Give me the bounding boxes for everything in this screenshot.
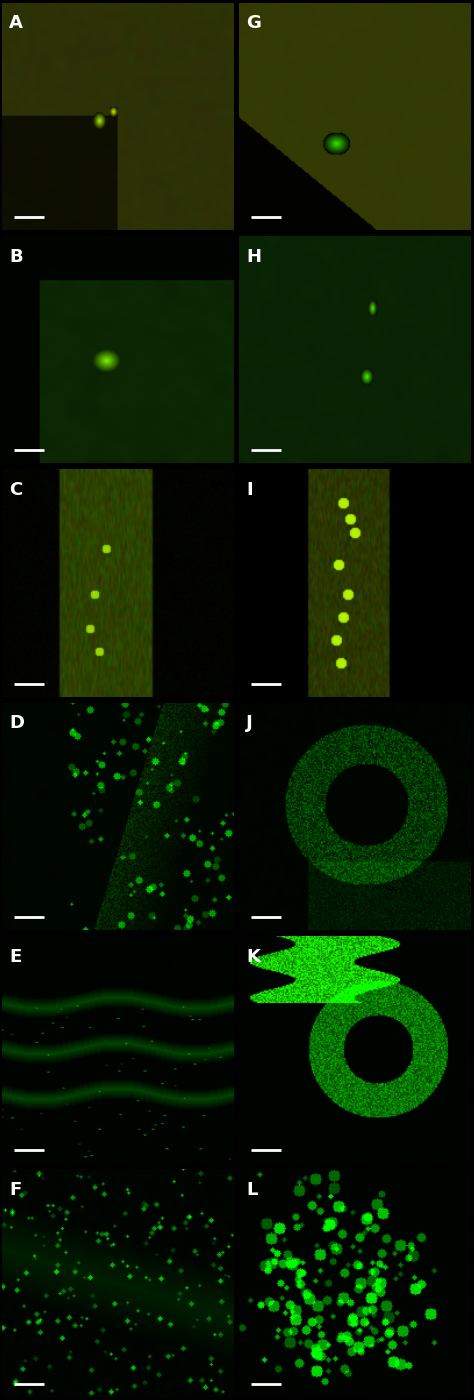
Text: L: L: [246, 1180, 258, 1198]
Text: F: F: [9, 1180, 22, 1198]
Text: E: E: [9, 948, 22, 966]
Text: G: G: [246, 14, 261, 32]
Text: J: J: [246, 714, 253, 732]
Text: C: C: [9, 480, 23, 498]
Text: D: D: [9, 714, 24, 732]
Text: B: B: [9, 248, 23, 266]
Text: H: H: [246, 248, 261, 266]
Text: A: A: [9, 14, 23, 32]
Text: K: K: [246, 948, 260, 966]
Text: I: I: [246, 480, 253, 498]
